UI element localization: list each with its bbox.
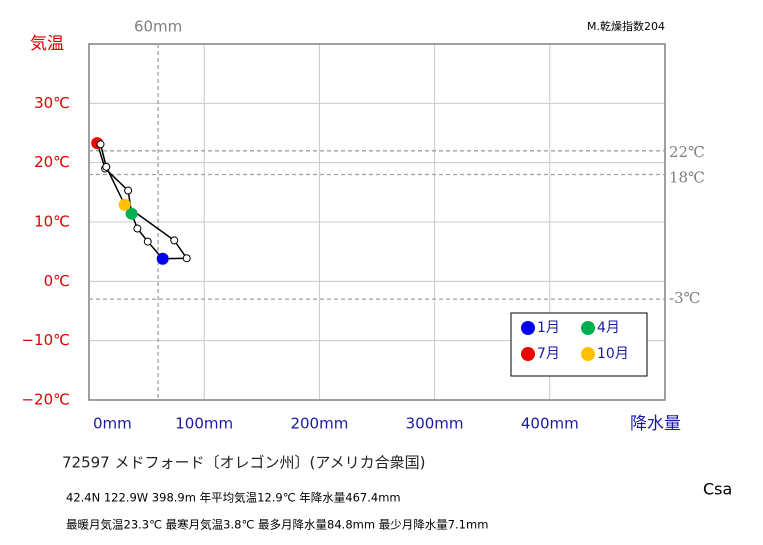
x-axis-label: 降水量 bbox=[630, 414, 681, 434]
reference-label: 60mm bbox=[134, 18, 182, 36]
x-tick-label: 300mm bbox=[406, 415, 464, 433]
legend-label: 1月 bbox=[537, 320, 560, 336]
y-tick-label: 20℃ bbox=[34, 153, 70, 171]
x-tick-label: 200mm bbox=[290, 415, 348, 433]
y-tick-label: −20℃ bbox=[21, 391, 70, 409]
climate-class: Csa bbox=[703, 480, 732, 499]
legend-swatch bbox=[581, 321, 595, 335]
legend-label: 4月 bbox=[597, 320, 620, 336]
legend-label: 7月 bbox=[537, 346, 560, 362]
legend-swatch bbox=[521, 347, 535, 361]
legend-label: 10月 bbox=[597, 346, 629, 362]
month-point bbox=[133, 224, 142, 233]
y-tick-label: 30℃ bbox=[34, 94, 70, 112]
plot-frame bbox=[88, 43, 666, 401]
month-point bbox=[125, 207, 138, 220]
y-tick-label: 0℃ bbox=[44, 272, 70, 290]
reference-label: 22℃ bbox=[669, 143, 705, 161]
month-point bbox=[118, 198, 131, 211]
legend-box bbox=[510, 312, 648, 377]
y-tick-label: −10℃ bbox=[21, 331, 70, 349]
x-tick-label: 400mm bbox=[521, 415, 579, 433]
legend-swatch bbox=[581, 347, 595, 361]
month-point bbox=[102, 162, 111, 171]
stats-line: 42.4N 122.9W 398.9m 年平均気温12.9℃ 年降水量467.4… bbox=[66, 491, 401, 505]
y-axis-label: 気温 bbox=[30, 34, 64, 54]
stats-line: 最暖月気温23.3℃ 最寒月気温3.8℃ 最多月降水量84.8mm 最少月降水量… bbox=[66, 518, 488, 532]
month-point bbox=[156, 252, 169, 265]
legend-swatch bbox=[521, 321, 535, 335]
month-point bbox=[182, 254, 191, 263]
month-point bbox=[96, 140, 105, 149]
y-tick-label: 10℃ bbox=[34, 213, 70, 231]
x-tick-label: 0mm bbox=[93, 415, 132, 433]
reference-label: 18℃ bbox=[669, 169, 705, 187]
dryness-index: M.乾燥指数204 bbox=[587, 19, 665, 33]
x-tick-label: 100mm bbox=[175, 415, 233, 433]
month-point bbox=[170, 236, 179, 245]
month-point bbox=[124, 186, 133, 195]
reference-label: -3℃ bbox=[669, 289, 700, 307]
station-name: 72597 メドフォード〔オレゴン州〕(アメリカ合衆国) bbox=[62, 454, 425, 472]
month-point bbox=[143, 237, 152, 246]
